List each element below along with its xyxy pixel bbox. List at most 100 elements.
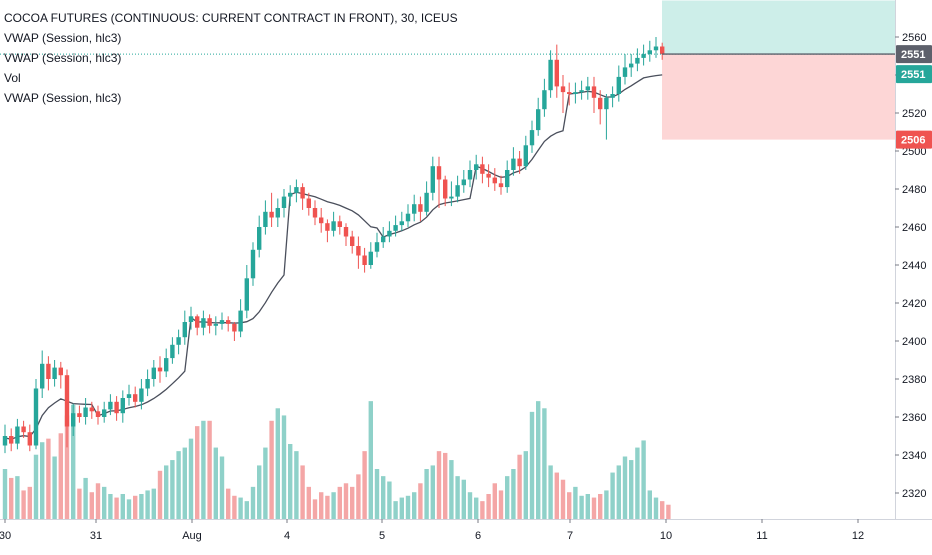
candle-body[interactable] [511,158,516,170]
candle-body[interactable] [591,86,597,98]
candle-body[interactable] [430,166,435,193]
candle-body[interactable] [622,67,628,77]
candle-body[interactable] [46,363,51,379]
candle-body[interactable] [585,86,590,91]
candle-body[interactable] [170,344,175,359]
stop-zone[interactable] [662,54,895,140]
candle-body[interactable] [182,322,187,338]
candle-body[interactable] [89,407,94,412]
candle-body[interactable] [368,251,373,265]
candle-body[interactable] [399,221,404,226]
candle-body[interactable] [536,109,541,131]
candle-body[interactable] [257,227,262,250]
candle-body[interactable] [337,221,342,227]
candle-body[interactable] [554,59,559,87]
legend-vwap-2[interactable]: VWAP (Session, hlc3) [4,51,122,65]
candle-body[interactable] [424,192,429,212]
candle-body[interactable] [480,164,485,174]
candle-body[interactable] [33,388,39,446]
candle-body[interactable] [133,394,138,402]
candle-body[interactable] [505,170,510,188]
candle-body[interactable] [27,432,32,446]
candle-body[interactable] [567,92,572,94]
candle-body[interactable] [653,46,659,51]
candle-body[interactable] [325,223,330,231]
candle-body[interactable] [238,310,243,332]
candle-body[interactable] [269,211,274,218]
candle-body[interactable] [356,246,361,256]
candle-body[interactable] [71,413,76,427]
candle-body[interactable] [52,367,57,379]
candle-body[interactable] [9,436,14,444]
candle-body[interactable] [455,185,460,197]
candle-body[interactable] [635,57,640,64]
candle-body[interactable] [306,198,311,209]
candle-body[interactable] [616,76,621,94]
candle-body[interactable] [598,97,603,110]
candle-body[interactable] [40,363,45,389]
candle-body[interactable] [195,316,200,328]
candle-body[interactable] [244,278,249,311]
candle-body[interactable] [58,367,63,376]
candle-body[interactable] [393,225,398,231]
candle-body[interactable] [108,401,113,410]
candle-body[interactable] [102,409,107,417]
legend-vwap-3[interactable]: VWAP (Session, hlc3) [4,91,122,105]
vwap-line[interactable] [4,74,663,440]
candle-body[interactable] [647,50,652,55]
candle-body[interactable] [263,211,268,227]
candle-body[interactable] [381,236,386,243]
candle-body[interactable] [126,394,132,398]
legend-vwap-1[interactable]: VWAP (Session, hlc3) [4,31,122,45]
candle-body[interactable] [319,217,324,224]
candle-body[interactable] [548,59,553,91]
candle-body[interactable] [288,192,293,197]
candle-body[interactable] [232,323,237,332]
candle-body[interactable] [492,177,497,184]
candle-body[interactable] [164,358,169,372]
candle-body[interactable] [331,221,336,231]
candle-body[interactable] [176,337,181,345]
candle-body[interactable] [436,166,442,180]
candle-body[interactable] [374,242,380,252]
candle-body[interactable] [517,158,522,167]
candle-body[interactable] [219,320,225,324]
candle-body[interactable] [629,63,634,68]
candle-body[interactable] [610,94,615,98]
candle-body[interactable] [604,97,609,110]
candle-body[interactable] [579,90,584,93]
candle-body[interactable] [449,196,454,199]
candle-body[interactable] [188,316,194,322]
candle-body[interactable] [573,92,578,94]
candle-body[interactable] [412,204,417,214]
candle-body[interactable] [362,255,367,266]
candle-body[interactable] [281,196,287,208]
candle-body[interactable] [498,183,504,188]
candle-body[interactable] [467,170,473,180]
candle-body[interactable] [523,145,528,167]
candle-body[interactable] [250,249,256,279]
candle-body[interactable] [64,375,70,427]
candle-body[interactable] [15,426,20,444]
candle-body[interactable] [343,227,349,237]
candle-body[interactable] [560,86,566,93]
candle-body[interactable] [226,320,231,324]
candle-body[interactable] [139,388,144,402]
candle-body[interactable] [405,213,411,222]
candle-body[interactable] [213,323,218,326]
candle-body[interactable] [21,426,26,433]
candle-body[interactable] [300,187,305,199]
candle-body[interactable] [207,318,212,326]
candle-body[interactable] [201,318,206,328]
candle-body[interactable] [275,208,280,218]
candle-body[interactable] [486,173,491,178]
target-zone[interactable] [662,0,895,55]
candle-body[interactable] [660,46,665,55]
candle-body[interactable] [83,407,88,418]
candle-body[interactable] [312,208,318,218]
candle-body[interactable] [157,367,163,372]
candle-body[interactable] [474,164,479,170]
candle-body[interactable] [542,90,547,110]
